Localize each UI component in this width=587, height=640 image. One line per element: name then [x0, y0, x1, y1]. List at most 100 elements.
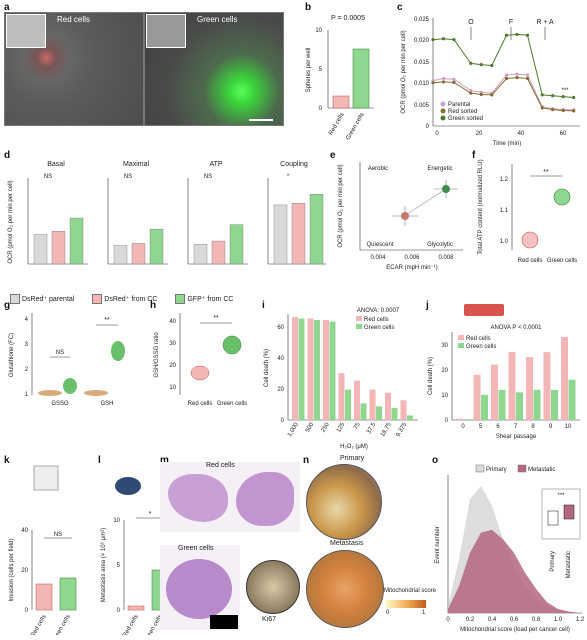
chart-f: 1.0 1.1 1.2 ** Total ATP content (normal… [478, 159, 577, 264]
bar-d [113, 245, 128, 265]
point-c [572, 95, 576, 100]
xtick-c: 20 [476, 131, 483, 137]
chart-e: Aerobic Energetic Quiescent Glycolytic 0… [338, 162, 463, 271]
bar-d [149, 228, 164, 265]
panel-letter-e: e [330, 150, 336, 161]
micrograph-green-cells: Green cells [144, 12, 284, 126]
ki67-label: Ki67 [262, 616, 277, 623]
inset-green [146, 14, 186, 48]
panel-letter-m: m [160, 455, 169, 466]
xtick-j: 5 [479, 424, 483, 430]
ytick-i: 0 [281, 418, 285, 424]
chart-o: Event number Mitochondrial score (load p… [435, 464, 585, 633]
point-c [479, 92, 483, 97]
xtick-j: 8 [531, 424, 535, 430]
blob-g-gsh-red [84, 390, 108, 396]
legend-c-1: Red sorted [448, 109, 477, 115]
ytick-i: 20 [277, 387, 284, 393]
xtick-o: 0.4 [488, 617, 497, 623]
ytick-f: 1.1 [500, 208, 509, 214]
xtick-i: 37.5 [366, 421, 377, 435]
sig-g-star: ** [104, 317, 110, 324]
annot-ra: R + A [536, 19, 554, 26]
legend-j-0: Red cells [466, 336, 491, 342]
sig-k: NS [54, 532, 62, 538]
quad-glycolytic: Glycolytic [427, 242, 453, 248]
ytick-g: 3 [25, 342, 29, 348]
panel-letter-g: g [4, 300, 11, 311]
xtick-i: 125 [336, 421, 347, 433]
histo-red-title: Red cells [206, 462, 235, 469]
ytick-h: 40 [169, 319, 176, 325]
xtick-e: 0.006 [404, 255, 420, 261]
ytick-g: 1 [25, 392, 29, 398]
ylabel-l: Metastasis area (× 10⁶ μm²) [100, 528, 107, 602]
xlabel-c: Time (min) [493, 141, 521, 147]
n-primary-title: Primary [340, 455, 365, 462]
point-c [504, 73, 509, 77]
xtick-e: 0.008 [438, 255, 454, 261]
blob-h-red [190, 365, 210, 381]
xtick-j: 7 [514, 424, 518, 430]
transwell-icon [33, 465, 59, 491]
sig-d: NS [124, 174, 132, 180]
point-c [540, 106, 544, 110]
quad-quiescent: Quiescent [366, 242, 393, 248]
blob-g-gssg-green [63, 378, 77, 394]
xtick-i: 75 [353, 421, 362, 430]
bar-i-red [369, 389, 376, 420]
bar-j-red [526, 357, 533, 420]
cat-b-green: Green cells [345, 112, 365, 140]
point-c [551, 94, 555, 98]
panel-letter-i: i [262, 300, 265, 311]
panel-letter-f: f [472, 150, 476, 161]
bar-d [131, 243, 146, 265]
ytick-i: 40 [277, 356, 284, 362]
chart-b: P = 0.0005 0 5 10 Spheres per well Red c… [306, 15, 374, 140]
point-c [540, 93, 544, 97]
annot-o: O [468, 19, 474, 26]
bar-i-green [329, 321, 336, 420]
xtick-c: 40 [518, 131, 525, 137]
cbar-title: Mitochondrial score [384, 588, 437, 594]
ytick-c: 0.015 [414, 60, 430, 66]
cat-l-red: Red cells [122, 614, 140, 635]
title-basal: Basal [47, 161, 65, 168]
panel-letter-k: k [4, 455, 10, 466]
xlabel-o: Mitochondrial score (load per cancer cel… [460, 627, 570, 633]
panel-letter-h: h [150, 300, 157, 311]
bar-i-red [307, 318, 314, 420]
bar-i-red [323, 320, 329, 420]
xtick-c: 60 [560, 131, 567, 137]
ytick-c: 0 [426, 124, 430, 130]
scale-bar [249, 119, 273, 121]
ki67-image [246, 560, 300, 614]
legend-j-1: Green cells [466, 344, 496, 350]
point-c [515, 32, 519, 37]
pump-icon [464, 304, 504, 316]
cat-b-red: Red cells [328, 112, 346, 136]
point-c [490, 63, 494, 68]
bar-d [33, 234, 48, 265]
point-c [431, 38, 435, 42]
histo-lung-red: Red cells [160, 462, 300, 532]
xlabel-i: H₂O₂ (μM) [340, 444, 368, 450]
sig-f: ** [543, 169, 549, 176]
ytick-f: 1.2 [500, 177, 509, 183]
micrograph-green-title: Green cells [197, 15, 238, 24]
bar-d [273, 204, 288, 265]
xtick-j: 0 [461, 424, 465, 430]
chart-d: OCR (pmol O₂ per min per cell) Basal Max… [8, 161, 326, 265]
sig-g-ns: NS [56, 350, 64, 356]
ylabel-h: GSH/GSSG ratio [154, 332, 160, 378]
inset-red [6, 14, 46, 48]
xtick-o: 0 [446, 617, 450, 623]
inset-sig-o: *** [557, 493, 565, 499]
ytick-h: 20 [169, 363, 176, 369]
xtick-e: 0.004 [370, 255, 386, 261]
bars-i: 1,000 500 250 125 75 37.5 18.75 9.375 [287, 317, 413, 438]
inset-cat-0: Primary [550, 551, 556, 572]
bar-j-green [463, 419, 471, 420]
point-c [525, 76, 530, 81]
point-c [525, 33, 530, 37]
